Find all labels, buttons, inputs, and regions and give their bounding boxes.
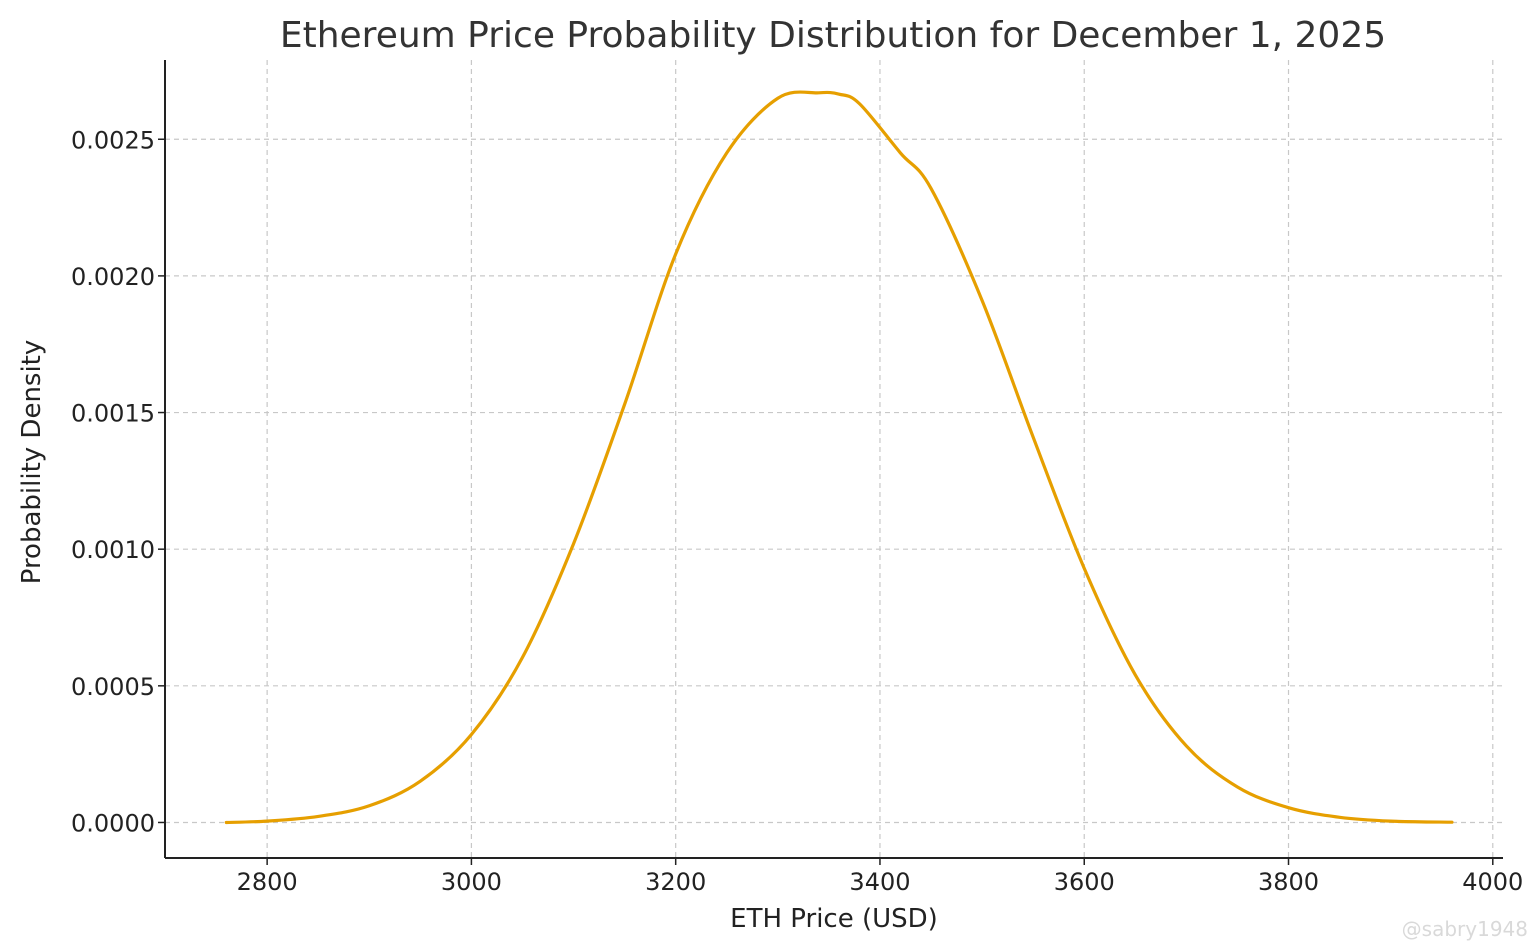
x-tick-label: 3800 <box>1258 868 1319 896</box>
grid <box>165 60 1503 858</box>
series-group <box>224 90 1454 825</box>
x-tick-label: 3400 <box>849 868 910 896</box>
y-tick-label: 0.0020 <box>71 263 155 291</box>
x-tick-label: 2800 <box>237 868 298 896</box>
ticks: 2800 3000 3200 3400 3600 3800 4000 0.0000 0.0005… <box>71 126 1523 896</box>
x-tick-label: 3200 <box>645 868 706 896</box>
y-tick-label: 0.0010 <box>71 536 155 564</box>
series-line <box>224 90 1454 825</box>
y-tick-label: 0.0025 <box>71 126 155 154</box>
y-tick-label: 0.0005 <box>71 673 155 701</box>
y-tick-label: 0.0000 <box>71 809 155 837</box>
x-tick-label: 3000 <box>441 868 502 896</box>
y-tick-label: 0.0015 <box>71 400 155 428</box>
x-tick-label: 3600 <box>1054 868 1115 896</box>
x-tick-label: 4000 <box>1462 868 1523 896</box>
chart-title: Ethereum Price Probability Distribution … <box>280 15 1386 56</box>
y-axis-label: Probability Density <box>17 340 47 585</box>
watermark: @sabry1948 <box>1401 917 1528 941</box>
x-axis-label: ETH Price (USD) <box>730 904 938 934</box>
